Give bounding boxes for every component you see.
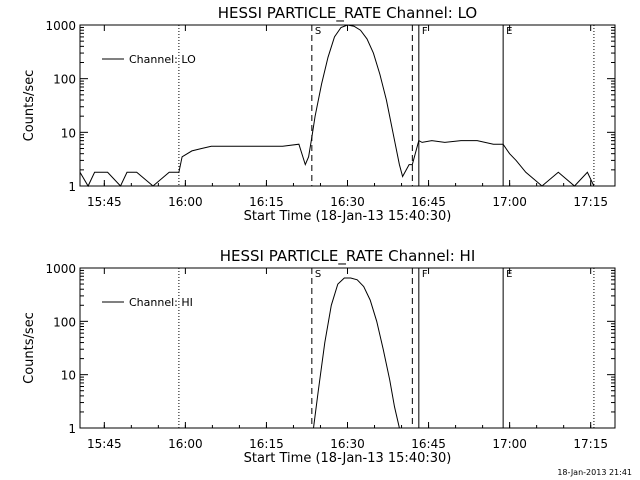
panel-1: HESSI PARTICLE_RATE Channel: LO 15:45 16:0… bbox=[22, 4, 616, 224]
timestamp: 18-Jan-2013 21:41 bbox=[557, 468, 632, 477]
series-line bbox=[79, 24, 595, 188]
x-tick-label: 16:45 bbox=[411, 195, 446, 209]
marker-label: F bbox=[422, 269, 428, 280]
panel-2: HESSI PARTICLE_RATE Channel: HI 15:45 16:0… bbox=[22, 247, 616, 466]
y-tick-label: 1 bbox=[68, 422, 76, 436]
marker-label: E bbox=[506, 269, 512, 280]
x-tick-label: 17:15 bbox=[573, 195, 608, 209]
marker-label: S bbox=[315, 269, 321, 280]
legend-entry: Channel: HI bbox=[129, 296, 193, 309]
legend-entry: Channel: LO bbox=[129, 53, 196, 66]
x-axis-label: Start Time (18-Jan-13 15:40:30) bbox=[244, 209, 452, 224]
y-tick-label: 1000 bbox=[45, 19, 76, 33]
y-tick-label: 100 bbox=[53, 315, 76, 329]
x-tick-label: 16:00 bbox=[168, 437, 203, 451]
series-line bbox=[313, 277, 400, 429]
x-tick-label: 16:15 bbox=[249, 195, 284, 209]
x-tick-label: 17:00 bbox=[492, 437, 527, 451]
y-axis-label: Counts/sec bbox=[22, 70, 37, 142]
marker-label: E bbox=[506, 26, 512, 37]
marker-label: S bbox=[315, 26, 321, 37]
x-tick-label: 15:45 bbox=[87, 195, 122, 209]
y-tick-label: 1000 bbox=[45, 262, 76, 276]
chart-title: HESSI PARTICLE_RATE Channel: HI bbox=[220, 247, 476, 266]
y-tick-label: 100 bbox=[53, 73, 76, 87]
plot-frame bbox=[79, 24, 616, 187]
chart-title: HESSI PARTICLE_RATE Channel: LO bbox=[218, 4, 477, 23]
x-tick-label: 16:30 bbox=[330, 437, 365, 451]
y-tick-label: 1 bbox=[68, 180, 76, 194]
x-tick-label: 16:30 bbox=[330, 195, 365, 209]
y-axis-label: Counts/sec bbox=[22, 312, 37, 384]
x-axis-label: Start Time (18-Jan-13 15:40:30) bbox=[244, 451, 452, 466]
x-tick-label: 16:00 bbox=[168, 195, 203, 209]
y-tick-label: 10 bbox=[61, 126, 76, 140]
marker-label: F bbox=[422, 26, 428, 37]
x-tick-label: 17:15 bbox=[573, 437, 608, 451]
x-tick-label: 16:45 bbox=[411, 437, 446, 451]
x-tick-label: 17:00 bbox=[492, 195, 527, 209]
plot-frame bbox=[79, 267, 616, 429]
x-tick-label: 15:45 bbox=[87, 437, 122, 451]
x-tick-label: 16:15 bbox=[249, 437, 284, 451]
y-tick-label: 10 bbox=[61, 369, 76, 383]
